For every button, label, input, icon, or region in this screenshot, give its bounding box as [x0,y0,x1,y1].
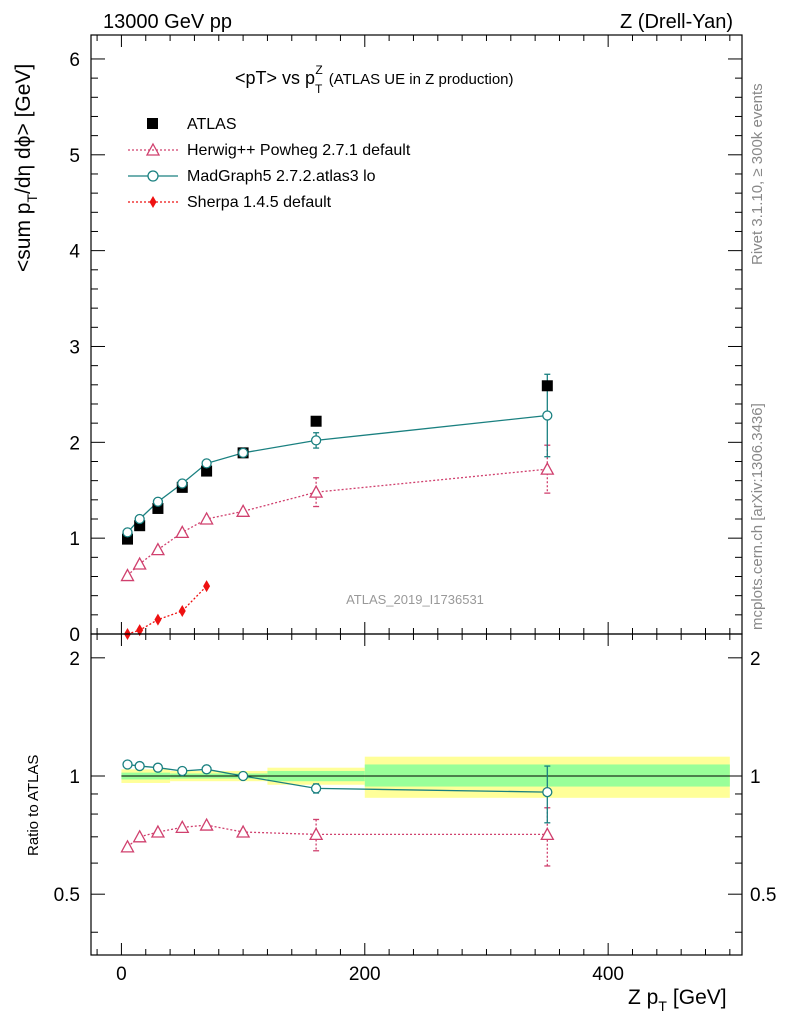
ratio-herwig-powheg-2-7-1-default-point-1 [132,829,147,843]
mcplots-label: mcplots.cern.ch [arXiv:1306.3436] [749,403,766,630]
title-rest: (ATLAS UE in Z production) [329,71,514,88]
ratio-madgraph5-2-7-2-atlas3-lo-point-7 [542,786,553,798]
title-sub: T [315,82,323,96]
series-marks [120,380,555,853]
main-herwig-powheg-2-7-1-default-line [127,468,548,577]
main-atlas-point-2 [152,502,164,514]
main-herwig-powheg-2-7-1-default-point-6 [309,484,324,498]
ratio-herwig-powheg-2-7-1-default-point-3 [175,819,190,833]
main-atlas-point-6 [310,415,322,427]
ratio-madgraph5-2-7-2-atlas3-lo-point-2 [152,762,164,773]
ratio-herwig-powheg-2-7-1-default-point-6 [309,827,324,841]
ratio-plot-frame [90,633,743,956]
main-herwig-powheg-2-7-1-default-point-5 [236,503,251,517]
legend-sherpa-label: Sherpa 1.4.5 default [187,194,332,211]
main-atlas-point-0 [122,533,134,545]
ratio-herwig-powheg-2-7-1-default-point-4 [199,817,214,831]
main-madgraph5-2-7-2-atlas3-lo-point-7 [542,410,553,421]
y-main-tick-label-5: 5 [69,146,80,167]
legend-herwig-marker [145,142,161,156]
ratio-herwig-powheg-2-7-1-default-point-7 [540,827,555,841]
main-madgraph5-2-7-2-atlas3-lo-point-0 [122,527,133,538]
main-madgraph5-2-7-2-atlas3-lo-point-3 [177,478,188,489]
y-ratio-tick-label-right-2: 2 [750,649,761,670]
legend: ATLAS Herwig++ Powheg 2.7.1 default MadG… [128,116,411,211]
header-left: 13000 GeV pp [103,11,232,33]
main-atlas-point-7 [541,380,553,392]
title-sup: Z [315,63,322,77]
ylabel-main-text: <sum p [12,203,35,272]
main-atlas-point-4 [201,465,213,477]
legend-madgraph-marker [147,170,159,182]
y-ratio-tick-label-right-0: 0.5 [750,885,776,906]
y-main-tick-label-1: 1 [69,529,80,550]
ratio-herwig-powheg-2-7-1-default-point-5 [236,824,251,838]
xlabel-text: Z p [628,986,658,1009]
ratio-madgraph5-2-7-2-atlas3-lo-point-3 [177,765,188,777]
ratio-madgraph5-2-7-2-atlas3-lo-point-6 [310,783,322,794]
legend-atlas-label: ATLAS [187,116,237,133]
y-main-tick-label-0: 0 [69,625,80,646]
main-herwig-powheg-2-7-1-default-point-0 [120,568,135,582]
title-text: <pT> vs p [235,68,315,88]
legend-herwig-label: Herwig++ Powheg 2.7.1 default [187,142,411,159]
main-madgraph5-2-7-2-atlas3-lo-point-5 [237,447,249,459]
analysis-id: ATLAS_2019_I1736531 [346,592,484,607]
x-tick-label-1: 200 [349,964,381,985]
ratio-madgraph5-2-7-2-atlas3-lo-point-1 [134,760,145,772]
x-tick-label-0: 0 [116,964,127,985]
ratio-herwig-powheg-2-7-1-default-point-2 [150,824,166,838]
ratio-bands [121,756,730,798]
header-right: Z (Drell-Yan) [620,11,733,33]
rivet-label: Rivet 3.1.10, ≥ 300k events [749,83,766,265]
main-sherpa-1-4-5-default-point-2 [154,613,162,626]
main-herwig-powheg-2-7-1-default-point-2 [150,542,166,556]
main-madgraph5-2-7-2-atlas3-lo-point-6 [310,435,322,446]
plot-title: <pT> vs pTZ (ATLAS UE in Z production) [235,63,514,96]
ratio-madgraph5-2-7-2-atlas3-lo-point-0 [122,759,133,770]
legend-sherpa-marker [149,196,157,208]
ratio-herwig-powheg-2-7-1-default-line [127,824,548,848]
xlabel-sub: T [658,998,667,1014]
axis-ticks: 0 200 400 0 1 2 3 4 5 6 0.5 0.5 1 1 2 2 [54,35,776,985]
y-ratio-tick-label-right-1: 1 [750,767,761,788]
main-madgraph5-2-7-2-atlas3-lo-line [127,414,548,533]
xlabel: Z pT [GeV] [628,986,727,1014]
legend-atlas-marker [147,118,158,129]
y-main-tick-label-6: 6 [69,50,80,71]
main-herwig-powheg-2-7-1-default-point-3 [175,525,190,539]
y-ratio-tick-label-left-0: 0.5 [54,885,80,906]
main-madgraph5-2-7-2-atlas3-lo-point-2 [152,496,164,507]
main-sherpa-1-4-5-default-point-1 [136,624,144,637]
main-herwig-powheg-2-7-1-default-point-4 [199,511,214,525]
main-sherpa-1-4-5-default-point-4 [203,580,211,593]
y-main-tick-label-4: 4 [69,242,80,263]
main-ylabel: <sum pT/dη dϕ> [GeV] [12,64,40,272]
x-tick-label-2: 400 [592,964,624,985]
legend-madgraph-label: MadGraph5 2.7.2.atlas3 lo [187,168,376,185]
y-main-tick-label-3: 3 [69,337,80,358]
main-herwig-powheg-2-7-1-default-point-1 [132,556,147,570]
ylabel-main-sub: T [24,194,40,203]
ylabel-main-rest: /dη dϕ> [GeV] [12,64,35,194]
xlabel-rest: [GeV] [673,986,727,1009]
y-ratio-tick-label-left-1: 1 [69,767,80,788]
axes-frames [90,34,743,956]
ratio-madgraph5-2-7-2-atlas3-lo-point-4 [201,764,212,775]
main-madgraph5-2-7-2-atlas3-lo-point-4 [201,458,212,469]
main-sherpa-1-4-5-default-point-3 [178,604,186,617]
main-madgraph5-2-7-2-atlas3-lo-point-1 [134,513,145,525]
main-herwig-powheg-2-7-1-default-point-7 [540,461,555,475]
ratio-herwig-powheg-2-7-1-default-point-0 [120,839,135,853]
y-main-tick-label-2: 2 [69,433,80,454]
ratio-madgraph5-2-7-2-atlas3-lo-point-5 [237,770,249,782]
y-ratio-tick-label-left-2: 2 [69,649,80,670]
main-atlas-point-1 [134,520,146,532]
ratio-ylabel: Ratio to ATLAS [25,755,42,856]
